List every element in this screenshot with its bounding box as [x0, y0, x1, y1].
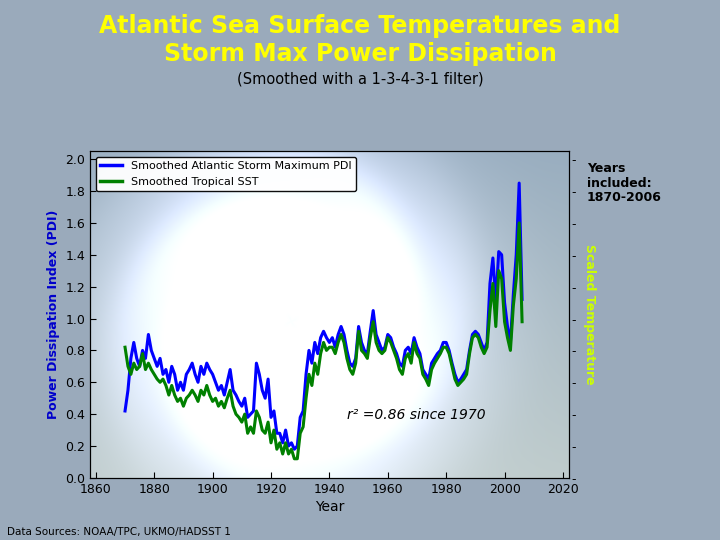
Legend: Smoothed Atlantic Storm Maximum PDI, Smoothed Tropical SST: Smoothed Atlantic Storm Maximum PDI, Smo… — [96, 157, 356, 191]
Text: Data Sources: NOAA/TPC, UKMO/HADSST 1: Data Sources: NOAA/TPC, UKMO/HADSST 1 — [7, 527, 231, 537]
Text: 1870-2006: 1870-2006 — [587, 191, 662, 204]
Y-axis label: Scaled Temperature: Scaled Temperature — [582, 244, 595, 385]
X-axis label: Year: Year — [315, 500, 344, 514]
Text: (Smoothed with a 1-3-4-3-1 filter): (Smoothed with a 1-3-4-3-1 filter) — [237, 71, 483, 86]
Y-axis label: Power Dissipation Index (PDI): Power Dissipation Index (PDI) — [47, 210, 60, 419]
Text: included:: included: — [587, 177, 652, 190]
Text: r² =0.86 since 1970: r² =0.86 since 1970 — [347, 408, 485, 422]
Text: Years: Years — [587, 162, 625, 175]
Text: Atlantic Sea Surface Temperatures and: Atlantic Sea Surface Temperatures and — [99, 14, 621, 38]
Text: Storm Max Power Dissipation: Storm Max Power Dissipation — [163, 42, 557, 66]
